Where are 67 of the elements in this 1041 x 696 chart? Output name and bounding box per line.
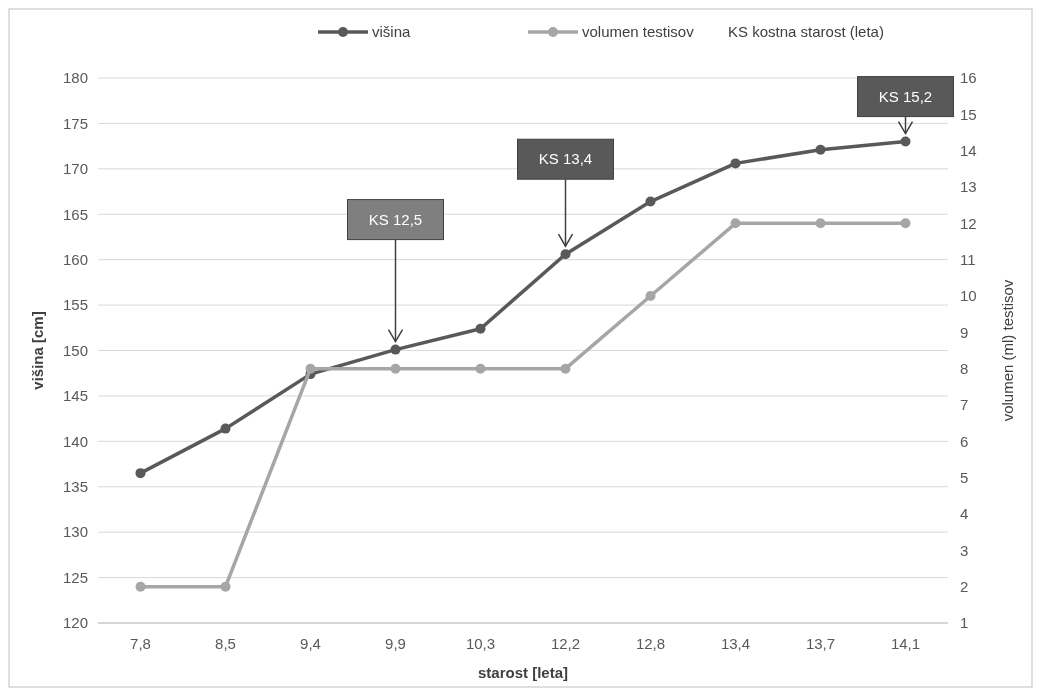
x-tick-label: 7,8	[130, 635, 151, 652]
point	[815, 144, 826, 155]
y-axis-title: višina [cm]	[29, 311, 46, 390]
point	[560, 363, 571, 374]
y-tick-label: 180	[62, 69, 88, 87]
point	[220, 581, 231, 592]
legend-label: višina	[372, 23, 412, 41]
y-tick-label: 120	[62, 614, 88, 632]
point	[305, 363, 316, 374]
y-tick-label: 125	[62, 568, 88, 586]
annotation: KS 13,4	[538, 150, 593, 168]
point	[390, 363, 401, 374]
y2-tick-label: 7	[960, 396, 969, 414]
y-tick-label: 165	[62, 205, 88, 223]
y-tick-label: 140	[62, 432, 88, 450]
y-tick-label: 175	[62, 114, 88, 132]
y-tick-label: 155	[62, 296, 88, 314]
y2-tick-label: 9	[960, 323, 969, 341]
x-tick-label: 9,4	[300, 635, 321, 652]
point	[560, 249, 571, 260]
legend-label: volumen testisov	[582, 23, 695, 41]
x-tick-label: 9,9	[385, 635, 406, 652]
point	[475, 323, 486, 334]
point	[135, 581, 146, 592]
y2-tick-label: 1	[960, 614, 969, 632]
x-tick-label: 8,5	[215, 635, 236, 652]
point	[730, 218, 741, 229]
point	[475, 363, 486, 374]
y2-tick-label: 13	[960, 178, 977, 196]
x-tick-label: 12,2	[550, 635, 581, 652]
x-tick-label: 13,7	[805, 635, 836, 652]
y-tick-label: 170	[62, 160, 88, 178]
y2-tick-label: 11	[960, 250, 976, 268]
y-tick-label: 150	[62, 341, 88, 359]
x-tick-label: 12,8	[635, 635, 666, 652]
y2-tick-label: 15	[960, 105, 977, 123]
y2-tick-label: 4	[960, 505, 969, 523]
point	[135, 468, 146, 479]
y2-axis-title: volumen (ml) testisov	[999, 279, 1016, 422]
y2-tick-label: 3	[960, 541, 969, 559]
y2-tick-label: 10	[960, 287, 977, 305]
x-axis-title: starost [leta]	[477, 664, 569, 681]
point	[815, 218, 826, 229]
point	[730, 158, 741, 169]
x-tick-label: 10,3	[465, 635, 496, 652]
point	[645, 291, 656, 301]
y-tick-label: 160	[62, 250, 88, 268]
y2-tick-label: 5	[960, 468, 969, 486]
x-tick-label: 14,1	[890, 635, 921, 652]
y2-tick-label: 16	[960, 69, 977, 87]
point	[900, 218, 911, 229]
x-tick-label: 13,4	[720, 635, 751, 652]
y2-tick-label: 8	[960, 359, 969, 377]
y2-tick-label: 6	[960, 432, 969, 450]
y2-tick-label: 14	[960, 141, 977, 159]
y-tick-label: 145	[62, 387, 88, 405]
annotation: KS 12,5	[368, 210, 423, 228]
y2-tick-label: 2	[960, 577, 969, 595]
point	[220, 423, 231, 434]
annotation: KS 15,2	[878, 87, 933, 105]
point	[390, 344, 401, 355]
text: KS kostna starost (leta)	[728, 23, 884, 41]
y-tick-label: 130	[62, 523, 88, 541]
y-tick-label: 135	[62, 478, 88, 495]
point	[645, 196, 656, 207]
y2-tick-label: 12	[960, 214, 977, 232]
point	[900, 136, 911, 147]
